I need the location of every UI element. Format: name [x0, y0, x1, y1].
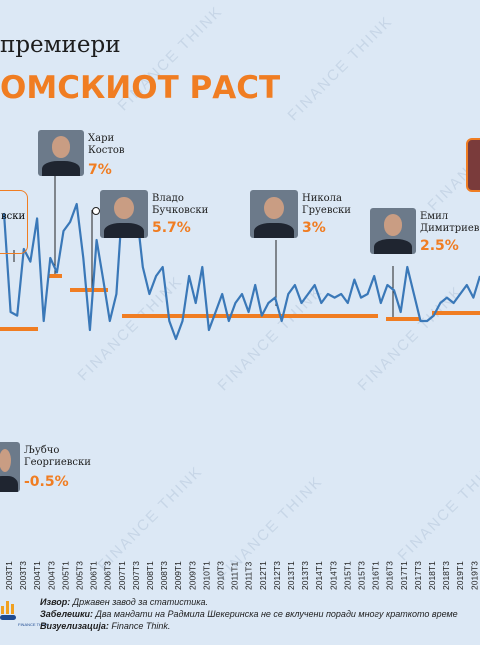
x-tick-label: 2011Т3	[244, 562, 254, 590]
x-tick-label: 2007Т3	[131, 561, 141, 590]
pm-value: 3%	[302, 220, 326, 236]
x-tick-label: 2012Т3	[272, 561, 282, 590]
pm-name: Никола Груевски	[302, 193, 351, 216]
logo-text: FINANCE THINK	[18, 622, 49, 627]
pm-name: Владо Бучковски	[152, 193, 209, 216]
x-tick-label: 2003Т1	[4, 561, 14, 590]
x-tick-label: 2005Т3	[75, 561, 85, 590]
pm-photo	[38, 130, 84, 176]
x-tick-label: 2017Т3	[413, 561, 423, 590]
x-tick-label: 2004Т1	[32, 561, 42, 590]
x-tick-label: 2018Т1	[427, 561, 437, 590]
pm-name: Љубчо Георгиевски	[24, 445, 91, 468]
x-tick-label: 2009Т3	[187, 561, 197, 590]
x-tick-label: 2008Т1	[145, 561, 155, 590]
finance-think-logo	[0, 596, 16, 620]
x-tick-label: 2014Т3	[328, 561, 338, 590]
x-tick-label: 2011Т1	[230, 562, 240, 590]
x-tick-label: 2006Т1	[89, 561, 99, 590]
pm-value: 5.7%	[152, 220, 191, 236]
x-tick-label: 2019Т1	[455, 561, 465, 590]
visualization-note: Визуелизација: Finance Think.	[40, 621, 171, 631]
pm-photo	[370, 208, 416, 254]
pm-label-box-partial: вски	[0, 190, 28, 254]
notes-note: Забелешки: Два мандати на Радмила Шекери…	[40, 609, 458, 619]
x-tick-label: 2007Т1	[117, 561, 127, 590]
pm-photo	[100, 190, 148, 238]
chart-title-top: премиери	[0, 32, 121, 58]
x-tick-label: 2018Т3	[441, 561, 451, 590]
x-tick-label: 2009Т1	[173, 561, 183, 590]
pm-marker	[92, 207, 100, 215]
chart-title-main: ОМСКИОТ РАСТ	[0, 70, 281, 106]
x-tick-label: 2010Т3	[216, 561, 226, 590]
pm-photo-partial	[466, 138, 480, 192]
x-tick-label: 2003Т3	[18, 561, 28, 590]
x-tick-label: 2006Т3	[103, 561, 113, 590]
pm-photo	[250, 190, 298, 238]
x-tick-label: 2012Т1	[258, 561, 268, 590]
x-tick-label: 2004Т3	[46, 561, 56, 590]
x-tick-label: 2017Т1	[399, 561, 409, 590]
pm-name: Емил Димитриев	[420, 211, 480, 234]
x-tick-label: 2016Т1	[371, 561, 381, 590]
x-tick-label: 2015Т1	[342, 561, 352, 590]
pm-value: -0.5%	[24, 474, 69, 490]
x-tick-label: 2005Т1	[60, 561, 70, 590]
x-tick-label: 2013Т3	[300, 561, 310, 590]
x-tick-label: 2015Т3	[357, 561, 367, 590]
source-note: Извор: Државен завод за статистика.	[40, 597, 209, 607]
x-tick-label: 2019Т3	[469, 561, 479, 590]
pm-value: 2.5%	[420, 238, 459, 254]
x-tick-label: 2016Т3	[385, 561, 395, 590]
x-tick-label: 2010Т1	[201, 561, 211, 590]
x-tick-label: 2013Т1	[286, 561, 296, 590]
pm-name-partial: вски	[1, 211, 26, 222]
pm-value: 7%	[88, 162, 112, 178]
pm-name: Хари Костов	[88, 133, 125, 156]
pm-photo	[0, 442, 20, 492]
gdp-growth-line	[2, 193, 480, 341]
x-tick-label: 2008Т3	[159, 561, 169, 590]
x-tick-label: 2014Т1	[314, 561, 324, 590]
